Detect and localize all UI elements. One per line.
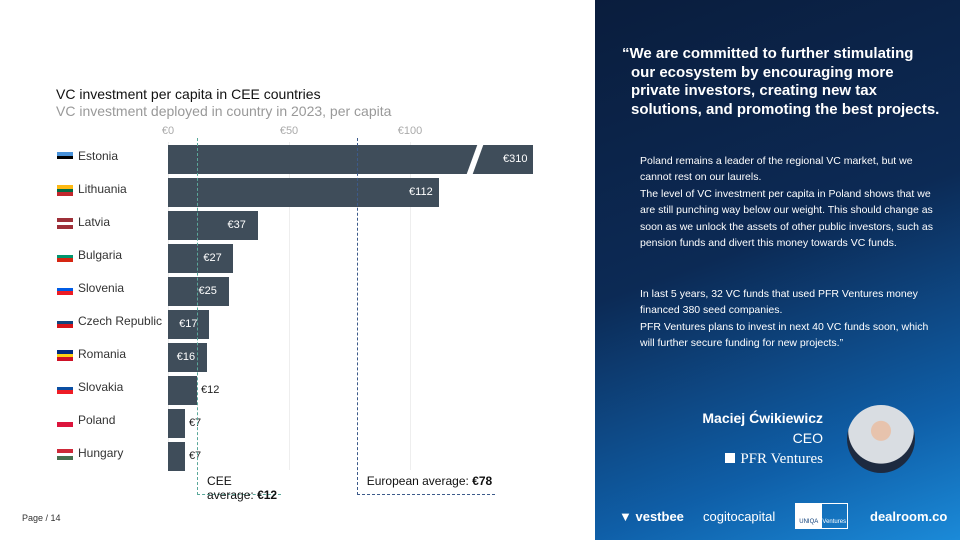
bar-row: Czech Republic €17 [0, 310, 595, 343]
bar [168, 310, 210, 339]
reference-label: CEE average: €12 [197, 470, 282, 502]
reference-label: European average: €78 [356, 470, 495, 495]
value-label: €16 [176, 351, 196, 363]
bar-row: Hungary €7 [0, 442, 595, 475]
pfr-logo-icon [725, 453, 736, 463]
value-label: €12 [201, 384, 220, 396]
value-label: €7 [188, 417, 202, 429]
country-label: Lithuania [78, 182, 127, 196]
value-label: €7 [188, 450, 202, 462]
quote-paragraph: The level of VC investment per capita in… [640, 188, 933, 249]
bar [168, 376, 198, 405]
quote-panel: “We are committed to further stimulating… [595, 0, 960, 540]
value-label: €37 [227, 219, 246, 231]
x-tick-label: €0 [161, 125, 175, 137]
cogitocapital-logo: cogitocapital [703, 509, 776, 524]
bar [168, 343, 207, 372]
flag-icon [57, 317, 73, 329]
speaker-org: PFR Ventures [725, 451, 823, 468]
gridline [168, 142, 169, 470]
bar [168, 442, 185, 471]
dealroom-logo: dealroom.co [870, 509, 948, 524]
bar-row: Poland €7 [0, 409, 595, 442]
value-label: €310 [503, 153, 528, 165]
flag-icon [57, 251, 73, 263]
bar-row: Slovakia €12 [0, 376, 595, 409]
bar [168, 178, 440, 207]
chart-panel: VC investment per capita in CEE countrie… [0, 86, 595, 523]
value-label: €17 [179, 318, 198, 330]
gridline [289, 142, 290, 470]
bar-row: Romania €16 [0, 343, 595, 376]
vestbee-logo: ▼ vestbee [619, 509, 684, 524]
bar [168, 211, 258, 240]
page-number: Page / 14 [22, 513, 61, 523]
reference-line [197, 138, 199, 495]
value-label: €27 [203, 252, 222, 264]
bar [168, 277, 229, 306]
x-tick-label: €100 [397, 125, 423, 137]
flag-icon [57, 185, 73, 197]
uniqa-logo: UNIQA Ventures [795, 503, 848, 529]
bar-row: Estonia €310 [0, 144, 595, 178]
country-label: Bulgaria [78, 248, 123, 262]
country-label: Slovenia [78, 281, 125, 295]
gridline [410, 142, 411, 470]
chart-title: VC investment per capita in CEE countrie… [56, 86, 321, 102]
chart-subtitle: VC investment deployed in country in 202… [56, 103, 392, 119]
flag-icon [57, 383, 73, 395]
country-label: Estonia [78, 149, 119, 163]
flag-icon [57, 284, 73, 296]
flag-icon [57, 416, 73, 427]
value-label: €25 [198, 285, 217, 297]
bar-row: Lithuania €112 [0, 178, 595, 211]
country-label: Slovakia [78, 380, 124, 394]
reference-line [356, 138, 358, 495]
value-label: €112 [409, 186, 433, 198]
bar-row: Latvia €37 [0, 211, 595, 244]
country-label: Czech Republic [78, 314, 163, 328]
country-label: Romania [78, 347, 127, 361]
country-label: Poland [78, 413, 116, 427]
speaker-role: CEO [792, 430, 823, 446]
country-label: Hungary [78, 446, 124, 460]
quote-paragraph: PFR Ventures plans to invest in next 40 … [640, 321, 929, 350]
quote-paragraph: In last 5 years, 32 VC funds that used P… [640, 288, 918, 317]
country-label: Latvia [78, 215, 111, 229]
flag-icon [57, 350, 73, 362]
bar-row: Bulgaria €27 [0, 244, 595, 277]
x-tick-label: €50 [279, 125, 299, 137]
speaker-avatar [847, 405, 915, 473]
bar-row: Slovenia €25 [0, 277, 595, 310]
bar [168, 244, 234, 273]
flag-icon [57, 152, 73, 164]
flag-icon [57, 449, 73, 461]
flag-icon [57, 218, 73, 230]
quote-headline: “We are committed to further stimulating… [622, 45, 940, 118]
quote-paragraph: Poland remains a leader of the regional … [640, 155, 913, 184]
bar [168, 409, 185, 438]
speaker-name: Maciej Ćwikiewicz [702, 410, 823, 426]
